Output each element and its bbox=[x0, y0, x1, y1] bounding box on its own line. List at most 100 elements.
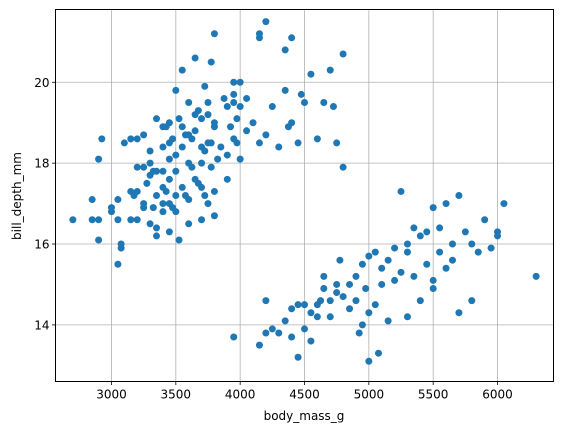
data-point bbox=[429, 276, 437, 284]
axis-ticks: 3000 3500 4000 4500 5000 5500 6000 14 16 18 20 bbox=[34, 76, 513, 402]
data-point bbox=[301, 99, 308, 106]
data-point bbox=[120, 139, 128, 147]
data-point bbox=[210, 212, 218, 220]
data-point bbox=[403, 313, 411, 321]
data-point bbox=[207, 58, 215, 66]
data-point bbox=[346, 305, 354, 313]
data-point bbox=[140, 204, 148, 212]
data-point bbox=[243, 94, 251, 102]
y-tick-label: 14 bbox=[34, 318, 49, 332]
y-tick-label: 20 bbox=[34, 76, 49, 90]
data-point bbox=[403, 248, 411, 256]
y-tick-label: 16 bbox=[34, 238, 49, 252]
data-point bbox=[339, 50, 347, 58]
data-point bbox=[365, 252, 373, 260]
data-point bbox=[153, 115, 161, 123]
data-point bbox=[214, 155, 222, 163]
data-point bbox=[487, 244, 495, 252]
data-point bbox=[140, 163, 148, 171]
data-point bbox=[194, 107, 202, 115]
data-point bbox=[442, 264, 450, 272]
data-point bbox=[201, 147, 209, 155]
data-point bbox=[281, 86, 289, 94]
data-point bbox=[178, 143, 186, 151]
y-tick-label: 18 bbox=[34, 157, 49, 171]
data-point bbox=[410, 272, 418, 280]
data-point bbox=[333, 280, 341, 288]
data-point bbox=[374, 349, 382, 357]
data-point bbox=[98, 135, 106, 143]
data-point bbox=[307, 70, 315, 78]
data-point bbox=[178, 183, 186, 191]
data-point bbox=[198, 183, 206, 191]
data-point bbox=[210, 119, 218, 127]
x-tick-label: 4500 bbox=[289, 388, 320, 402]
data-point bbox=[236, 103, 244, 111]
data-point bbox=[172, 167, 180, 175]
data-point bbox=[210, 187, 218, 195]
data-point bbox=[326, 66, 334, 74]
data-point bbox=[455, 192, 463, 199]
data-point bbox=[233, 139, 241, 147]
data-point bbox=[178, 66, 186, 74]
data-point bbox=[162, 187, 170, 195]
data-point bbox=[165, 155, 173, 163]
data-point bbox=[178, 123, 186, 131]
data-point bbox=[429, 204, 437, 212]
data-point bbox=[301, 325, 308, 333]
data-point bbox=[339, 163, 347, 171]
data-point bbox=[233, 115, 241, 123]
data-point bbox=[107, 204, 115, 212]
data-point bbox=[69, 216, 77, 224]
data-point bbox=[384, 256, 392, 264]
data-point bbox=[362, 285, 370, 292]
data-point bbox=[188, 163, 196, 171]
data-point bbox=[133, 216, 141, 224]
data-point bbox=[255, 341, 263, 349]
data-point bbox=[153, 192, 161, 199]
data-point bbox=[358, 260, 366, 268]
data-point bbox=[294, 301, 302, 309]
data-point bbox=[159, 208, 167, 216]
data-point bbox=[320, 272, 328, 280]
data-point bbox=[301, 301, 308, 309]
data-point bbox=[429, 285, 437, 292]
data-point bbox=[165, 119, 173, 127]
data-point bbox=[191, 127, 199, 135]
data-point bbox=[329, 103, 337, 111]
data-point bbox=[236, 78, 244, 86]
data-point bbox=[339, 293, 347, 301]
data-point bbox=[307, 337, 315, 345]
data-point bbox=[230, 99, 238, 106]
data-point bbox=[468, 297, 476, 305]
data-point bbox=[223, 103, 231, 111]
data-point bbox=[146, 220, 154, 228]
data-point bbox=[204, 99, 212, 106]
data-point bbox=[169, 135, 177, 143]
data-point bbox=[391, 244, 399, 252]
data-point bbox=[185, 99, 193, 106]
data-point bbox=[146, 147, 154, 155]
data-point bbox=[207, 163, 215, 171]
data-point bbox=[114, 196, 122, 204]
data-point bbox=[474, 248, 482, 256]
data-point bbox=[275, 143, 283, 151]
data-point bbox=[210, 30, 218, 38]
data-point bbox=[255, 30, 263, 38]
data-point bbox=[333, 139, 341, 147]
x-tick-label: 3500 bbox=[161, 388, 192, 402]
data-point bbox=[371, 301, 379, 309]
data-point bbox=[423, 228, 431, 236]
data-point bbox=[185, 220, 193, 228]
data-point bbox=[165, 175, 173, 183]
data-point bbox=[201, 82, 209, 90]
data-point bbox=[494, 228, 502, 236]
data-point bbox=[436, 224, 444, 232]
data-point bbox=[227, 123, 235, 131]
data-point bbox=[268, 103, 276, 111]
data-point bbox=[140, 131, 148, 139]
data-point bbox=[313, 135, 321, 143]
data-point bbox=[88, 216, 96, 224]
x-tick-label: 4000 bbox=[225, 388, 256, 402]
data-point bbox=[188, 135, 196, 143]
